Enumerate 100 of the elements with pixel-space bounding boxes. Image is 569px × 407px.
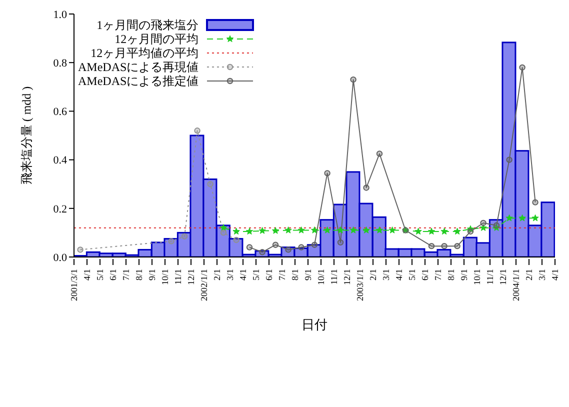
legend-label: AMeDASによる再現値: [78, 60, 199, 74]
legend-label: 1ヶ月間の飛来塩分: [96, 18, 199, 32]
point: [441, 242, 448, 250]
y-axis-title: 飛来塩分量 ( mdd ): [19, 86, 34, 185]
x-tick-label: 6/1: [420, 269, 430, 281]
x-tick-label: 6/1: [264, 269, 274, 281]
x-tick-label: 2002/1/1: [199, 269, 210, 302]
point: [310, 226, 318, 234]
x-tick-label: 2/1: [524, 269, 534, 281]
legend-label: 12ヶ月間の平均: [114, 32, 199, 46]
point: [428, 228, 436, 235]
x-tick-label: 2/1: [368, 269, 378, 281]
y-tick-label: 0.2: [53, 203, 67, 216]
point: [454, 242, 460, 250]
point: [284, 226, 292, 234]
y-tick-label: 1.0: [53, 8, 68, 21]
point: [467, 228, 474, 235]
legend-label: 12ヶ月平均値の平均: [90, 46, 199, 60]
x-tick-label: 7/1: [121, 269, 132, 281]
y-tick-label: 0.8: [53, 58, 68, 70]
point: [363, 184, 370, 191]
x-tick-label: 10/1: [472, 269, 482, 286]
point: [376, 226, 384, 234]
point: [298, 244, 304, 250]
x-tick-label: 4/1: [82, 269, 92, 281]
point: [376, 150, 383, 157]
x-tick-label: 12/1: [186, 269, 196, 286]
x-tick-label: 11/1: [329, 269, 340, 285]
y-tick-label: 0.0: [53, 252, 68, 264]
point: [480, 220, 486, 226]
point: [246, 228, 254, 235]
x-tick-label: 8/1: [446, 269, 456, 281]
x-tick-label: 8/1: [290, 269, 300, 281]
x-tick-label: 4/1: [550, 269, 560, 281]
point: [440, 228, 448, 235]
x-tick-label: 10/1: [160, 269, 170, 286]
point: [532, 199, 538, 206]
point: [324, 226, 331, 234]
y-tick-label: 0.6: [53, 106, 68, 118]
point: [258, 227, 266, 234]
x-tick-label: 11/1: [485, 269, 496, 285]
point: [518, 214, 526, 222]
point: [337, 239, 344, 246]
x-tick-label: 3/1: [225, 269, 236, 281]
x-tick-label: 11/1: [173, 269, 184, 285]
x-tick-label: 5/1: [251, 269, 262, 281]
x-tick-label: 8/1: [134, 269, 144, 281]
point: [168, 238, 174, 244]
point: [532, 214, 539, 222]
point: [233, 236, 240, 244]
point: [324, 170, 330, 176]
point: [298, 226, 305, 234]
x-tick-label: 9/1: [147, 269, 158, 281]
point: [480, 224, 487, 231]
point: [207, 181, 214, 188]
point: [272, 242, 279, 248]
point: [350, 76, 356, 83]
x-tick-label: 6/1: [108, 269, 118, 281]
x-tick-label: 5/1: [95, 269, 106, 281]
point: [466, 225, 474, 232]
point: [232, 228, 240, 235]
point: [220, 224, 228, 231]
x-tick-label: 10/1: [316, 269, 326, 286]
x-tick-label: 5/1: [407, 269, 418, 281]
point: [336, 226, 344, 234]
legend-label: AMeDASによる推定値: [78, 74, 199, 88]
point: [519, 64, 526, 71]
point: [77, 246, 84, 253]
x-tick-label: 2003/1/1: [355, 269, 366, 302]
x-tick-label: 2/1: [212, 269, 222, 281]
point: [506, 156, 512, 163]
x-tick-label: 9/1: [459, 269, 470, 281]
point: [428, 242, 435, 250]
x-tick-label: 12/1: [342, 269, 352, 286]
x-tick-label: 2004/1/1: [511, 269, 522, 302]
point: [181, 233, 188, 240]
x-tick-label: 7/1: [277, 269, 288, 281]
x-tick-label: 4/1: [394, 269, 404, 281]
point: [362, 226, 370, 234]
point: [220, 230, 227, 236]
point: [492, 224, 500, 231]
x-tick-label: 9/1: [303, 269, 314, 281]
y-tick-label: 0.4: [53, 154, 68, 167]
point: [414, 228, 422, 235]
point: [388, 226, 396, 234]
x-tick-label: 3/1: [537, 269, 548, 281]
x-tick-label: 2001/3/1: [69, 269, 80, 302]
point: [246, 244, 253, 250]
point: [311, 242, 318, 248]
x-tick-label: 7/1: [433, 269, 444, 281]
x-axis-title: 日付: [302, 317, 328, 332]
point: [259, 249, 266, 256]
x-tick-label: 12/1: [498, 269, 508, 286]
point: [506, 214, 513, 222]
point: [194, 128, 200, 134]
point: [272, 227, 280, 234]
point: [350, 226, 357, 234]
x-tick-label: 3/1: [381, 269, 392, 281]
x-tick-label: 4/1: [238, 269, 248, 281]
point: [454, 228, 461, 235]
